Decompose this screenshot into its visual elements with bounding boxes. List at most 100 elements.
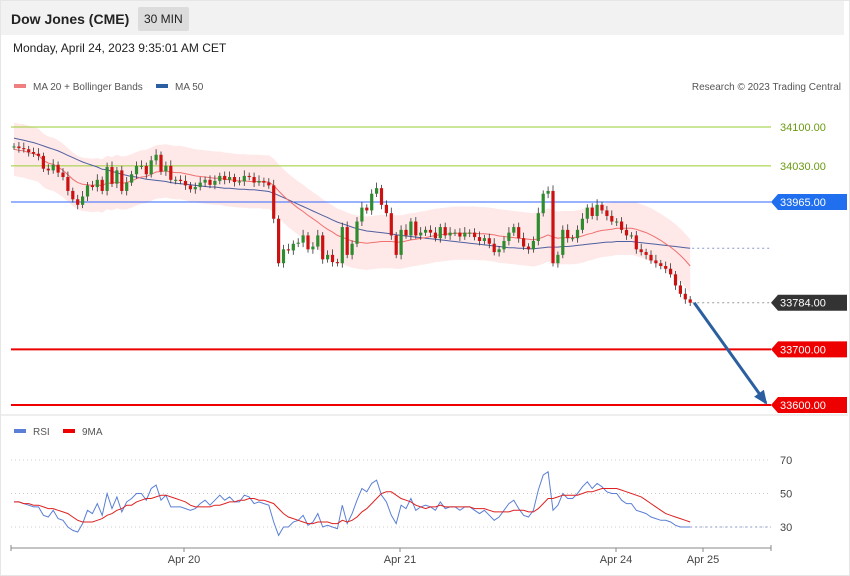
candle-body [600, 204, 604, 211]
candle-body [654, 260, 658, 264]
candle-body [159, 154, 163, 172]
candle-body [71, 190, 75, 200]
candle-body [678, 285, 682, 294]
candle-body [301, 235, 305, 243]
candle-body [125, 182, 129, 191]
candle-body [41, 155, 45, 169]
candle-body [218, 175, 222, 181]
candle-body [409, 221, 413, 236]
candle-body [487, 238, 491, 244]
candle-body [649, 254, 653, 261]
rsi-tick-label: 50 [780, 489, 792, 501]
candle-body [247, 175, 251, 178]
candle-body [179, 179, 183, 181]
candle-body [370, 193, 374, 211]
candle-body [22, 148, 26, 150]
candle-body [477, 237, 482, 241]
candle-body [188, 185, 192, 190]
candle-body [130, 174, 134, 183]
candle-body [571, 238, 575, 240]
level-label-resistance: 34100.00 [780, 122, 826, 134]
candle-body [399, 229, 403, 255]
candle-body [198, 182, 202, 188]
candle-body [566, 229, 570, 239]
candle-body [267, 182, 271, 186]
candle-body [384, 204, 388, 214]
candle-body [27, 149, 31, 153]
candle-body [100, 179, 104, 191]
candle-body [330, 254, 335, 263]
candle-body [183, 180, 188, 186]
candle-body [321, 235, 325, 260]
chart-header: Dow Jones (CME) 30 MIN [1, 1, 844, 35]
candle-body [144, 165, 148, 175]
legend-9ma: 9MA [82, 427, 103, 438]
candle-body [95, 179, 99, 188]
chart-datetime: Monday, April 24, 2023 9:35:01 AM CET [13, 41, 227, 55]
candle-body [688, 299, 692, 303]
legend-ma50-swatch [156, 84, 168, 88]
x-axis-label: Apr 21 [384, 554, 416, 566]
candle-body [85, 185, 90, 197]
level-label-last: 33784.00 [780, 298, 826, 310]
candle-body [531, 240, 535, 250]
candle-body [134, 165, 139, 175]
legend-9ma-swatch [63, 429, 75, 433]
candle-body [174, 179, 178, 181]
candle-body [492, 243, 496, 253]
legend-ma50: MA 50 [175, 82, 204, 93]
candle-body [610, 215, 614, 222]
candle-body [507, 232, 511, 241]
candle-body [615, 221, 619, 223]
candle-body [340, 227, 344, 264]
timeframe-badge[interactable]: 30 MIN [138, 7, 189, 31]
level-tag-support [771, 341, 847, 358]
level-label-pivot: 33965.00 [780, 197, 826, 209]
candle-body [522, 238, 526, 247]
legend-rsi-swatch [14, 429, 26, 433]
candle-body [262, 180, 266, 183]
candle-body [115, 170, 119, 184]
candle-body [639, 249, 643, 253]
candle-body [512, 227, 516, 233]
x-axis: Apr 20 Apr 21 Apr 24 Apr 25 [168, 548, 719, 566]
candle-body [360, 207, 364, 222]
candle-body [541, 193, 545, 214]
candle-body [12, 146, 16, 148]
level-tag-last [771, 294, 847, 311]
candle-body [306, 235, 310, 250]
candle-body [120, 170, 124, 191]
candle-body [32, 152, 36, 154]
candle-body [277, 218, 281, 264]
candle-body [242, 175, 246, 182]
candle-body [90, 185, 94, 188]
candle-body [551, 190, 555, 264]
candle-body [453, 232, 457, 234]
candle-body [139, 165, 143, 167]
level-label-support: 33600.00 [780, 400, 826, 412]
candle-body [252, 177, 256, 183]
candle-body [164, 165, 168, 172]
candle-body [291, 243, 295, 251]
x-axis-label: Apr 24 [600, 554, 632, 566]
level-tag-pivot [771, 194, 847, 211]
candle-body [620, 221, 624, 230]
candle-body [659, 263, 663, 266]
candle-body [66, 177, 70, 191]
candle-body [590, 207, 594, 216]
candle-body [561, 229, 565, 255]
candle-body [482, 238, 486, 241]
candle-body [345, 227, 349, 255]
candle-body [149, 160, 153, 175]
rsi-line [14, 470, 691, 537]
candle-body [683, 293, 687, 300]
legend-ma20: MA 20 + Bollinger Bands [33, 82, 143, 93]
legend-ma20-swatch [14, 84, 26, 88]
forecast-arrow-head [754, 389, 768, 405]
candle-body [389, 213, 393, 236]
candle-body [468, 232, 472, 234]
bollinger-band [14, 122, 691, 293]
candle-body [556, 254, 560, 264]
ma50-line [13, 137, 691, 250]
